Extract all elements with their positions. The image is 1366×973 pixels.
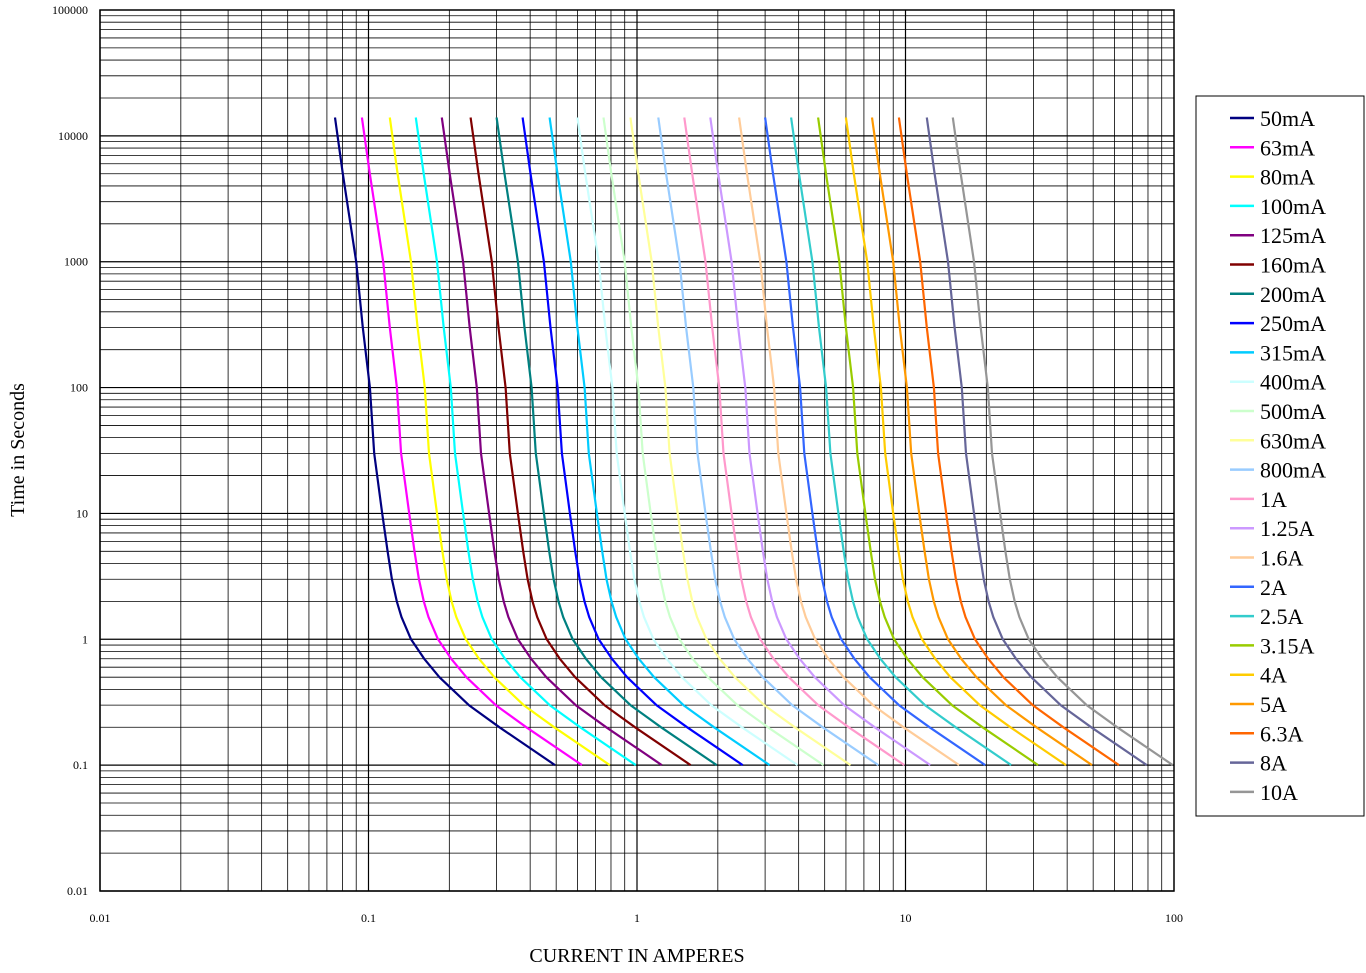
x-tick-label: 0.1 bbox=[361, 911, 376, 925]
series-line-630mA bbox=[629, 117, 852, 767]
legend-label: 50mA bbox=[1260, 106, 1315, 131]
series-line-6.3A bbox=[897, 117, 1120, 767]
series-line-80mA bbox=[388, 117, 611, 767]
x-tick-label: 1 bbox=[634, 911, 640, 925]
series-line-100mA bbox=[414, 117, 637, 767]
series-line-400mA bbox=[576, 117, 799, 767]
series-line-800mA bbox=[657, 117, 879, 767]
legend: 50mA 63mA 80mA 100mA 125mA 160mA 200mA 250mA 315… bbox=[1195, 95, 1365, 817]
series-line-2.5A bbox=[790, 117, 1012, 767]
series-line-5A bbox=[870, 117, 1093, 767]
legend-label: 8A bbox=[1260, 751, 1287, 776]
legend-label: 800mA bbox=[1260, 458, 1326, 483]
legend-label: 3.15A bbox=[1260, 633, 1315, 658]
y-tick-label: 100 bbox=[70, 381, 88, 395]
y-tick-label: 100000 bbox=[52, 3, 88, 17]
series-curves bbox=[333, 117, 1174, 767]
series-line-1.25A bbox=[709, 117, 931, 767]
y-axis-title: Time in Seconds bbox=[7, 383, 29, 517]
legend-box bbox=[1195, 95, 1365, 817]
legend-label: 630mA bbox=[1260, 428, 1326, 453]
tick-labels: 0.01 0.1 1 10 100 0.01 0.1 1 10 100 1000 10000 10000… bbox=[52, 3, 1183, 925]
series-line-250mA bbox=[521, 117, 744, 767]
series-line-4A bbox=[844, 117, 1067, 767]
legend-label: 250mA bbox=[1260, 311, 1326, 336]
series-line-500mA bbox=[602, 117, 825, 767]
x-tick-label: 10 bbox=[900, 911, 912, 925]
legend-label: 100mA bbox=[1260, 194, 1326, 219]
legend-label: 400mA bbox=[1260, 370, 1326, 395]
series-line-125mA bbox=[440, 117, 663, 767]
series-line-1A bbox=[683, 117, 905, 767]
legend-label: 315mA bbox=[1260, 340, 1326, 365]
series-line-3.15A bbox=[817, 117, 1039, 767]
legend-label: 4A bbox=[1260, 663, 1287, 688]
series-line-10A bbox=[951, 117, 1174, 767]
legend-label: 1.6A bbox=[1260, 546, 1304, 571]
legend-label: 500mA bbox=[1260, 399, 1326, 424]
legend-label: 160mA bbox=[1260, 253, 1326, 278]
series-line-2A bbox=[764, 117, 986, 767]
y-tick-label: 1 bbox=[82, 632, 88, 646]
y-tick-label: 1000 bbox=[64, 255, 88, 269]
grid-lines bbox=[99, 10, 1174, 892]
legend-label: 1.25A bbox=[1260, 516, 1315, 541]
y-tick-label: 0.1 bbox=[73, 758, 88, 772]
series-line-200mA bbox=[495, 117, 718, 767]
series-line-8A bbox=[925, 117, 1148, 767]
x-tick-label: 100 bbox=[1165, 911, 1183, 925]
series-line-63mA bbox=[360, 117, 583, 767]
legend-label: 10A bbox=[1260, 780, 1298, 805]
legend-label: 200mA bbox=[1260, 282, 1326, 307]
y-tick-label: 10000 bbox=[58, 129, 88, 143]
series-line-315mA bbox=[548, 117, 771, 767]
legend-label: 5A bbox=[1260, 692, 1287, 717]
legend-label: 125mA bbox=[1260, 223, 1326, 248]
series-line-50mA bbox=[333, 117, 556, 767]
legend-label: 2A bbox=[1260, 575, 1287, 600]
series-line-160mA bbox=[469, 117, 692, 767]
x-tick-label: 0.01 bbox=[90, 911, 111, 925]
y-tick-label: 0.01 bbox=[67, 884, 88, 898]
legend-label: 1A bbox=[1260, 487, 1287, 512]
x-axis-title: CURRENT IN AMPERES bbox=[529, 945, 744, 967]
legend-label: 2.5A bbox=[1260, 604, 1304, 629]
plot-frame bbox=[99, 9, 1175, 892]
legend-label: 63mA bbox=[1260, 135, 1315, 160]
y-tick-label: 10 bbox=[76, 506, 88, 520]
legend-label: 80mA bbox=[1260, 165, 1315, 190]
legend-label: 6.3A bbox=[1260, 721, 1304, 746]
series-line-1.6A bbox=[738, 117, 960, 767]
